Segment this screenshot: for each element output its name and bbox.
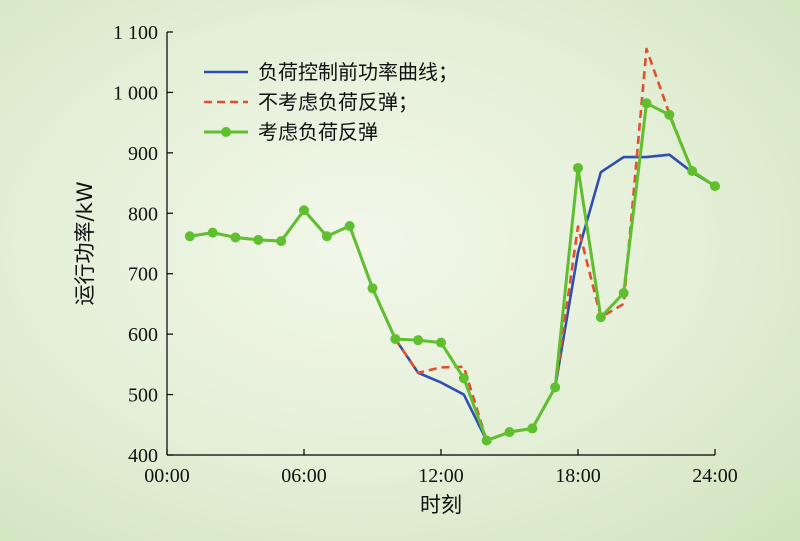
legend-label-1: 负荷控制前功率曲线； (258, 60, 458, 84)
data-point (458, 373, 469, 384)
data-point (276, 236, 287, 247)
data-point (618, 288, 629, 299)
y-tick-label: 1 100 (113, 22, 158, 44)
x-tick-label: 06:00 (281, 465, 327, 487)
x-tick-label: 12:00 (418, 465, 464, 487)
y-tick-label: 400 (128, 445, 158, 467)
legend-marker (221, 127, 231, 137)
series-layer (184, 47, 720, 446)
x-axis-title: 时刻 (420, 493, 462, 517)
legend-label-3: 考虑负荷反弹 (258, 120, 378, 144)
x-tick-label: 24:00 (692, 465, 738, 487)
data-point (207, 227, 218, 238)
data-point (573, 162, 583, 173)
data-point (230, 232, 241, 243)
data-point (504, 427, 515, 438)
data-point (253, 234, 264, 245)
data-point (687, 165, 698, 176)
x-tick-label: 00:00 (144, 465, 190, 487)
data-point (413, 335, 424, 346)
data-point (481, 435, 492, 446)
y-tick-label: 500 (128, 385, 158, 407)
y-tick-label: 700 (128, 264, 158, 286)
y-axis-title: 运行功率/kW (73, 181, 97, 305)
data-point (436, 337, 446, 348)
y-tick-label: 600 (128, 324, 158, 346)
data-point (344, 220, 355, 231)
y-tick-label: 900 (128, 143, 158, 165)
y-tick-label: 800 (128, 203, 158, 225)
plot-area: 00:00 06:00 12:00 18:00 24:00 400 500 600 700 80… (113, 22, 738, 487)
data-point (550, 382, 561, 393)
data-point (367, 283, 378, 294)
x-axis-ticks: 00:00 06:00 12:00 18:00 24:00 (144, 449, 738, 487)
legend-label-2: 不考虑负荷反弹； (258, 90, 418, 114)
legend: 负荷控制前功率曲线； 不考虑负荷反弹； 考虑负荷反弹 (204, 60, 458, 144)
data-point (390, 333, 401, 344)
data-point (184, 231, 195, 242)
data-point (664, 109, 675, 120)
y-tick-label: 1 000 (113, 82, 158, 104)
data-point (299, 205, 309, 216)
data-point (710, 181, 720, 192)
data-point (641, 98, 652, 109)
data-point (595, 312, 606, 323)
data-point (527, 423, 538, 434)
y-axis-ticks: 400 500 600 700 800 900 1 000 1 100 (113, 22, 173, 467)
data-point (321, 231, 332, 242)
x-tick-label: 18:00 (555, 465, 601, 487)
